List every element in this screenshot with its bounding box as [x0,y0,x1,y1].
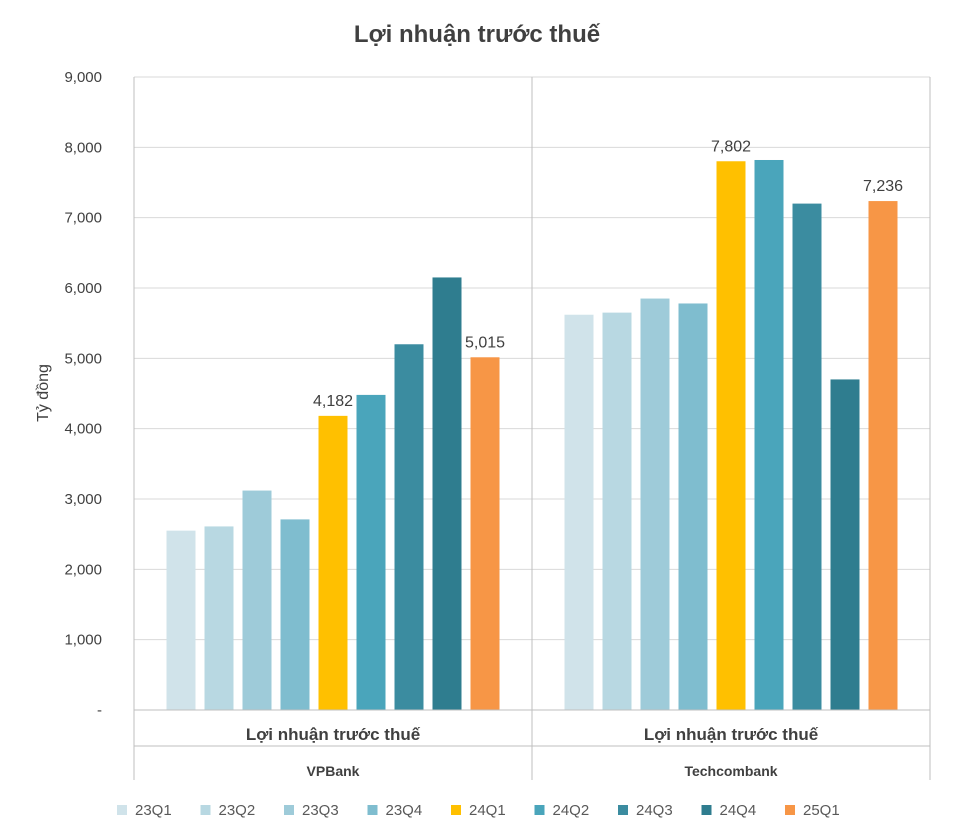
bar-23Q3 [640,298,670,710]
y-axis-ticks: - 1,000 2,000 3,000 4,000 5,000 6,000 7,000 8,00… [64,69,102,719]
legend-label: 23Q1 [135,802,172,819]
legend-label: 23Q2 [219,802,256,819]
legend-label: 24Q4 [720,802,757,819]
bar-24Q4 [432,277,462,710]
legend-swatch [367,805,378,815]
bar-24Q2 [356,394,386,710]
legend-swatch [284,805,294,815]
y-tick-label: 9,000 [64,69,102,86]
category-axis: Lợi nhuận trước thuế VPBank Lợi nhuận trướ… [133,77,931,780]
y-tick-label: 5,000 [64,350,102,367]
data-label: 7,802 [711,138,751,155]
legend-label: 24Q1 [469,802,506,819]
legend-label: 24Q2 [553,802,590,819]
chart-title: Lợi nhuận trước thuế [354,21,601,48]
y-axis-label: Tỷ đồng [35,364,52,422]
bar-24Q3 [394,344,424,710]
legend-swatch [534,805,545,815]
category-label: Lợi nhuận trước thuế [644,725,819,744]
bar-23Q4 [678,303,708,710]
bar-23Q2 [204,526,234,710]
legend-label: 23Q4 [386,802,423,819]
bar-23Q1 [564,314,594,710]
category-label: Lợi nhuận trước thuế [246,725,421,744]
bars [166,159,898,710]
legend-swatch [701,805,712,815]
data-label: 4,182 [313,393,353,410]
bar-23Q4 [280,519,310,710]
y-tick-label: 4,000 [64,421,102,438]
y-tick-label: 2,000 [64,561,102,578]
legend-swatch [200,805,211,815]
legend-label: 25Q1 [803,802,840,819]
bar-24Q3 [792,203,822,710]
y-tick-label: 6,000 [64,280,102,297]
y-tick-label: 3,000 [64,491,102,508]
bar-23Q3 [242,490,272,710]
legend: 23Q1 23Q2 23Q3 23Q4 24Q1 24Q2 24Q3 24Q4 25Q1 [117,802,840,819]
y-tick-label: 8,000 [64,139,102,156]
data-labels: 4,182 5,015 7,802 7,236 [313,138,903,410]
bar-23Q2 [602,312,632,710]
bar-24Q1 [318,415,348,710]
bar-24Q1 [716,161,746,710]
bar-23Q1 [166,530,196,710]
legend-label: 24Q3 [636,802,673,819]
bank-label: Techcombank [684,763,777,779]
legend-label: 23Q3 [302,802,339,819]
bar-25Q1 [868,201,898,710]
bar-25Q1 [470,357,500,710]
y-tick-label: 7,000 [64,210,102,227]
legend-swatch [785,805,795,815]
y-tick-label: - [97,702,102,719]
legend-swatch [618,805,628,815]
bar-24Q2 [754,159,784,710]
bar-24Q4 [830,379,860,710]
y-tick-label: 1,000 [64,632,102,649]
data-label: 5,015 [465,334,505,351]
legend-swatch [451,805,461,815]
bank-label: VPBank [307,763,360,779]
legend-swatch [117,805,127,815]
data-label: 7,236 [863,178,903,195]
